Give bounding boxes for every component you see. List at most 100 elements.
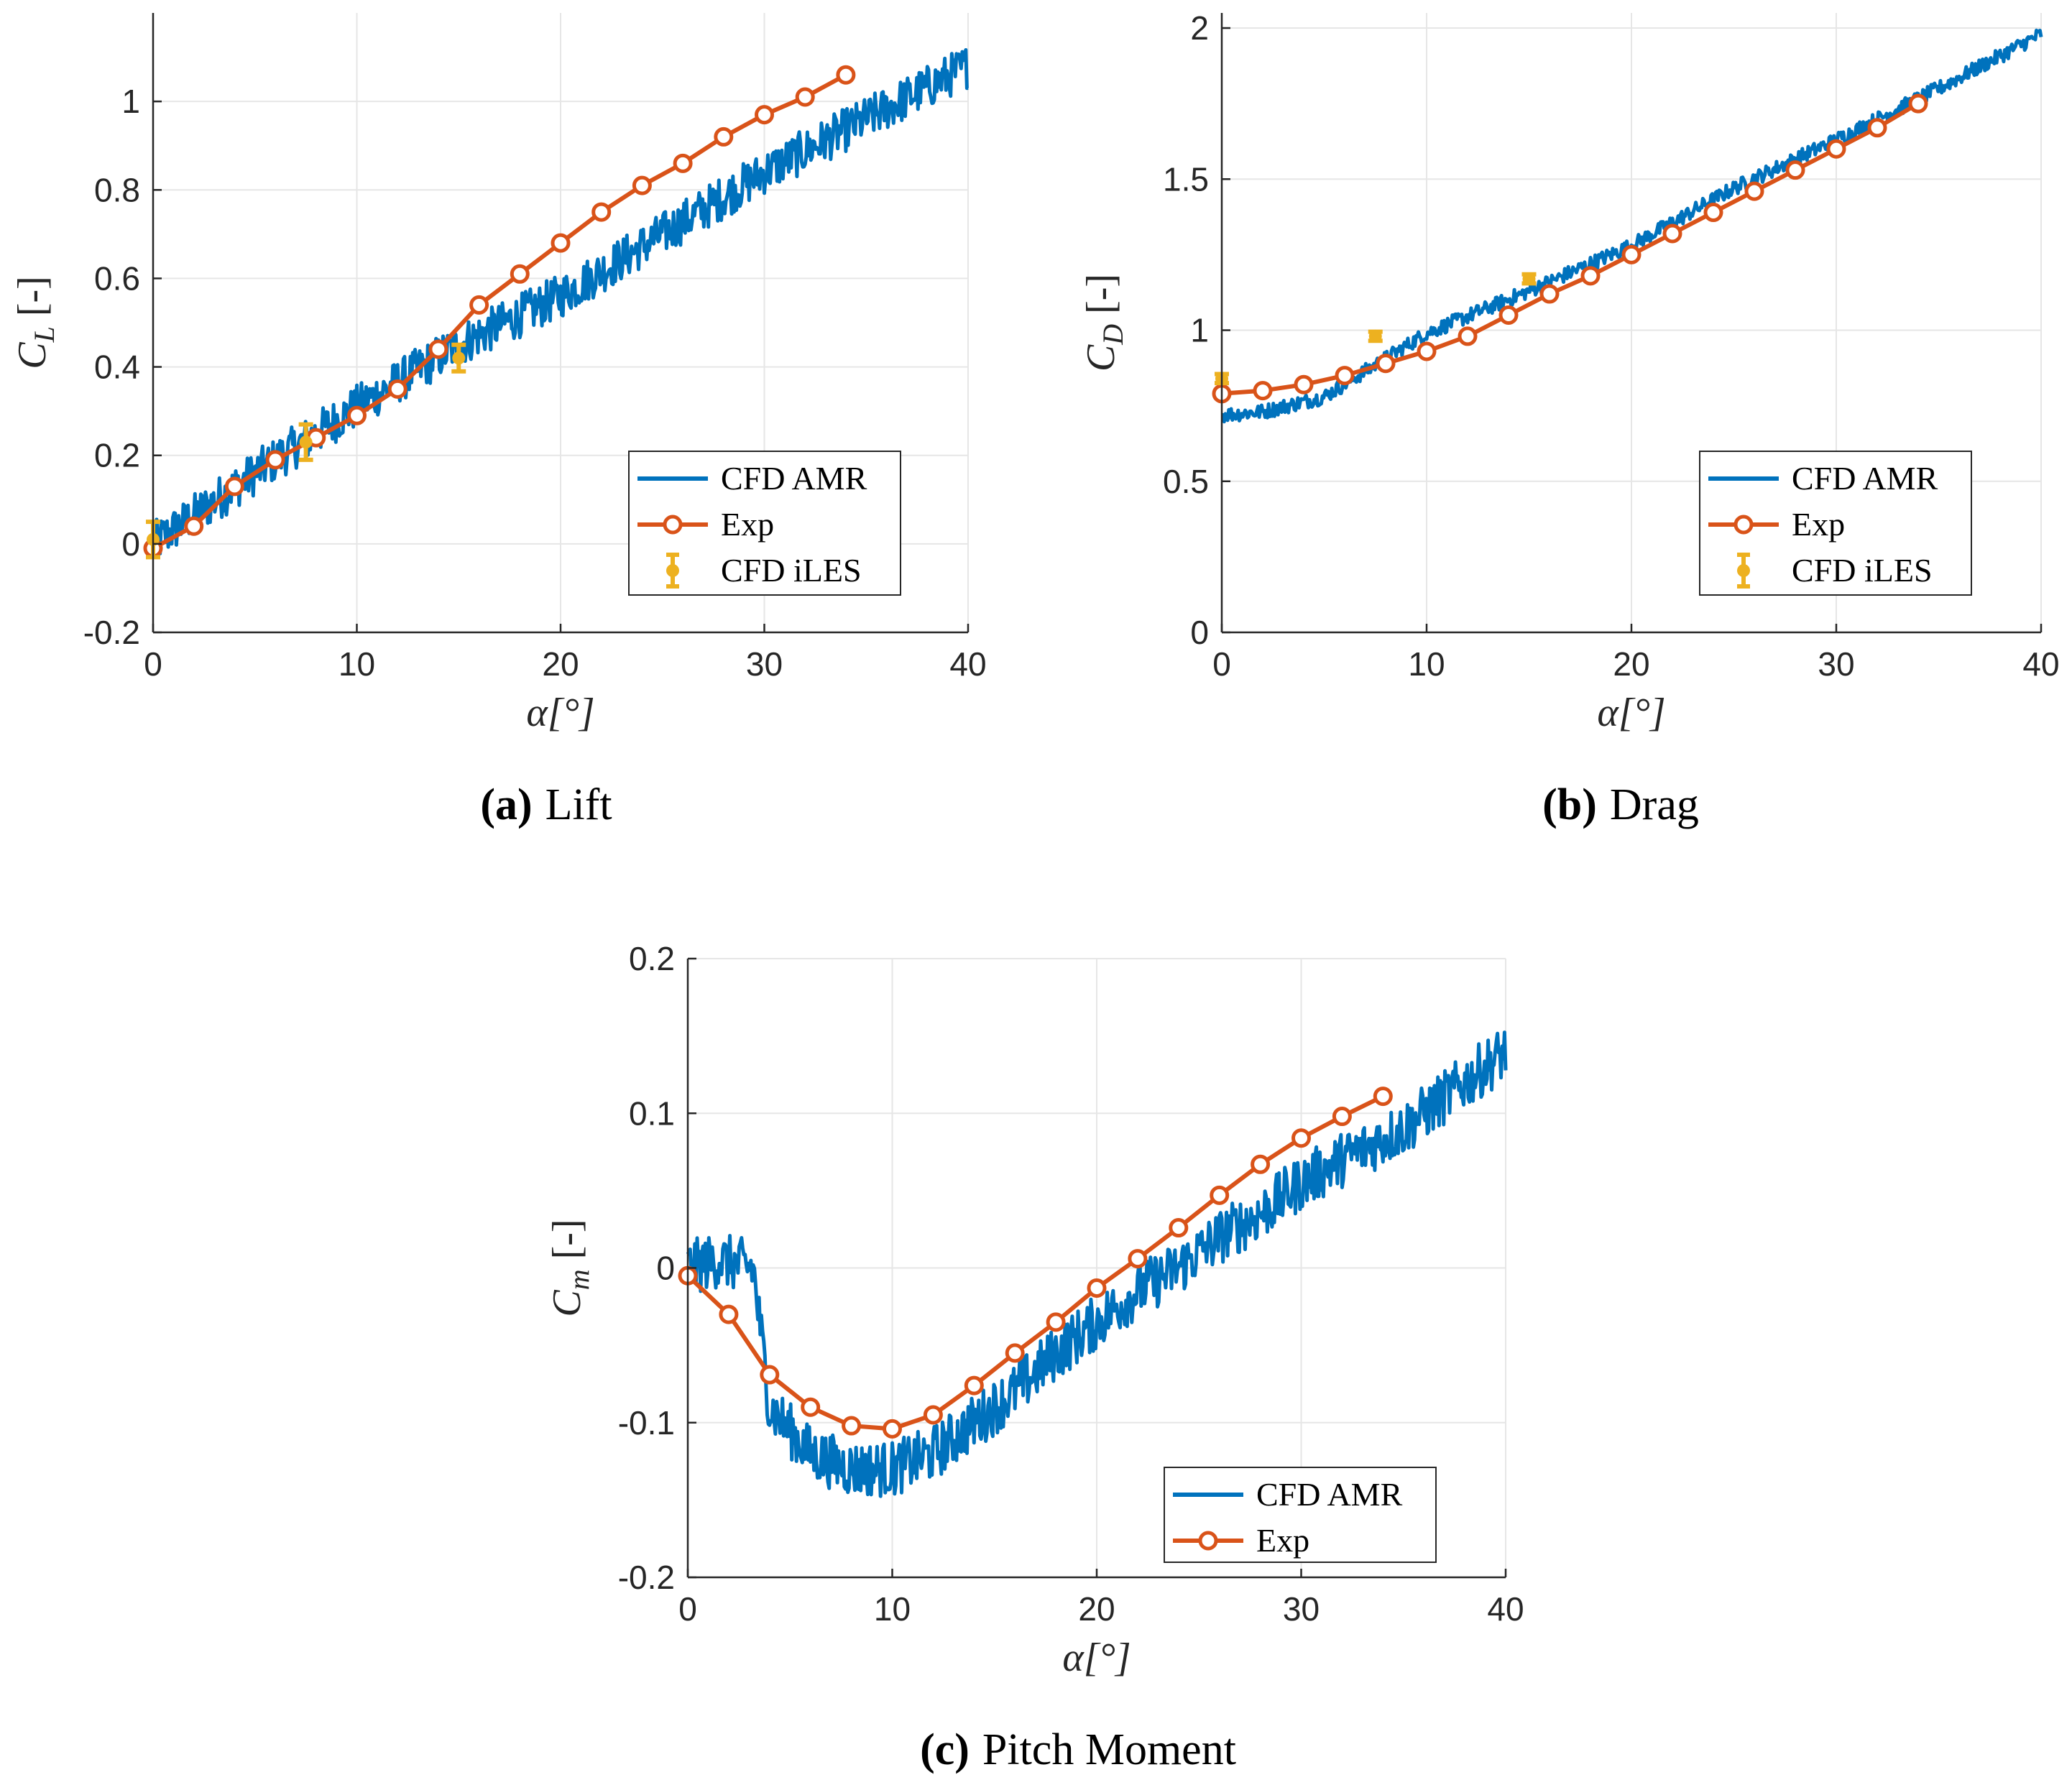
iles-point (1368, 329, 1383, 343)
exp-point (1458, 326, 1478, 346)
series-exp (143, 65, 856, 558)
legend-entry: CFD iLES (666, 552, 862, 589)
exp-point (591, 202, 612, 222)
pitch-moment-panel: 0 10 20 30 40 -0.2 -0.1 0 0.1 0.2 α[°] Cm [-] CFD AMR… (545, 940, 1524, 1680)
x-tick-label: 10 (874, 1590, 911, 1628)
y-tick-label: 2 (1190, 9, 1209, 47)
exp-point (1417, 341, 1437, 361)
legend-label: Exp (1792, 506, 1845, 543)
x-tick-label: 0 (144, 645, 162, 683)
exp-point (1373, 1087, 1393, 1107)
exp-point (673, 153, 693, 173)
y-label-symbol: C (1079, 344, 1123, 372)
exp-point (1335, 366, 1355, 386)
y-axis-label: CL [-] (10, 276, 60, 369)
exp-point (632, 175, 652, 195)
iles-marker (1522, 272, 1536, 286)
y-tick-label: 1.5 (1163, 160, 1209, 198)
x-tick-label: 40 (2022, 645, 2059, 683)
exp-point (1376, 354, 1396, 374)
exp-point (1580, 266, 1601, 286)
x-axis-label: α[°] (526, 691, 594, 735)
series-exp (1212, 93, 1928, 404)
y-label-symbol: C (10, 342, 55, 369)
y-label-symbol: C (545, 1290, 589, 1317)
y-label-unit: [-] (545, 1219, 589, 1259)
legend-entry: CFD iLES (1737, 552, 1933, 589)
exp-point (714, 126, 734, 147)
exp-point (836, 65, 856, 85)
y-tick-label: 0.8 (94, 171, 140, 208)
exp-point (1169, 1218, 1189, 1238)
exp-point (1867, 118, 1887, 138)
series-cfd-amr (151, 48, 969, 555)
legend-entry: Exp (1173, 1522, 1309, 1559)
exp-point (1251, 1154, 1271, 1174)
caption-pitch-moment: (c) Pitch Moment (920, 1725, 1236, 1774)
iles-marker (299, 435, 313, 449)
series-cfd-amr (686, 1030, 1508, 1498)
legend-label: CFD AMR (1256, 1476, 1403, 1513)
legend-label: CFD AMR (721, 460, 867, 497)
legend: CFD AMR Exp CFD iLES (628, 451, 901, 596)
y-label-subscript: D (1097, 324, 1129, 346)
x-tick-label: 20 (1613, 645, 1649, 683)
exp-point (1005, 1343, 1025, 1363)
exp-point (1128, 1249, 1148, 1269)
exp-point (184, 516, 204, 536)
iles-point (451, 342, 466, 374)
x-tick-label: 40 (949, 645, 986, 683)
iles-point (298, 422, 313, 462)
exp-point (1785, 160, 1805, 180)
exp-point (224, 476, 244, 497)
legend-entry: Exp (1708, 506, 1845, 543)
lift-panel: 0 10 20 30 40-0.200.20.40.60.81α[°]CL[-]CFD … (10, 13, 987, 735)
y-label-subscript: m (563, 1269, 595, 1290)
exp-point (265, 450, 285, 470)
exp-point (1291, 1128, 1311, 1148)
y-tick-label: 1 (1190, 312, 1209, 349)
y-tick-label: 0.5 (1163, 463, 1209, 500)
y-tick-label: 0.1 (629, 1094, 675, 1132)
exp-point (387, 379, 408, 399)
legend-label: Exp (1256, 1522, 1309, 1559)
caption-lift: (a) Lift (480, 780, 612, 829)
x-tick-label: 30 (1283, 1590, 1320, 1628)
cfd-amr-line (686, 1030, 1508, 1498)
exp-point (1294, 374, 1314, 395)
y-tick-label: 0 (121, 525, 140, 563)
exp-point (760, 1365, 780, 1385)
legend-swatch-exp-marker (663, 515, 683, 535)
iles-marker (452, 351, 466, 365)
exp-point (1703, 203, 1723, 223)
y-tick-label: 0 (656, 1250, 675, 1287)
legend-label: CFD iLES (721, 552, 862, 589)
y-axis-label: Cm [-] (545, 1219, 595, 1316)
x-tick-label: 30 (746, 645, 783, 683)
series-cfd-iles (1215, 272, 1537, 386)
y-tick-label: 0 (1190, 614, 1209, 651)
exp-point (1539, 284, 1560, 304)
x-axis-label: α[°] (1597, 691, 1665, 735)
exp-point (1662, 223, 1682, 244)
exp-point (347, 405, 367, 425)
y-axis-label: CD [-] (1079, 274, 1129, 372)
legend-swatch-iles-marker (666, 564, 679, 577)
legend-entry: Exp (637, 506, 774, 543)
exp-point (1253, 381, 1273, 401)
legend-entry: CFD AMR (1708, 460, 1938, 497)
x-tick-label: 30 (1818, 645, 1854, 683)
y-label-unit: [-] (10, 276, 55, 316)
exp-point (923, 1405, 943, 1425)
x-tick-label: 10 (1408, 645, 1445, 683)
exp-point (551, 233, 571, 253)
x-tick-label: 40 (1487, 1590, 1524, 1628)
y-tick-label: -0.1 (618, 1404, 675, 1442)
y-tick-label: 1 (121, 83, 140, 120)
x-tick-label: 20 (1078, 1590, 1115, 1628)
exp-point (1826, 139, 1846, 159)
exp-point (883, 1419, 902, 1439)
y-tick-label: -0.2 (618, 1559, 675, 1596)
